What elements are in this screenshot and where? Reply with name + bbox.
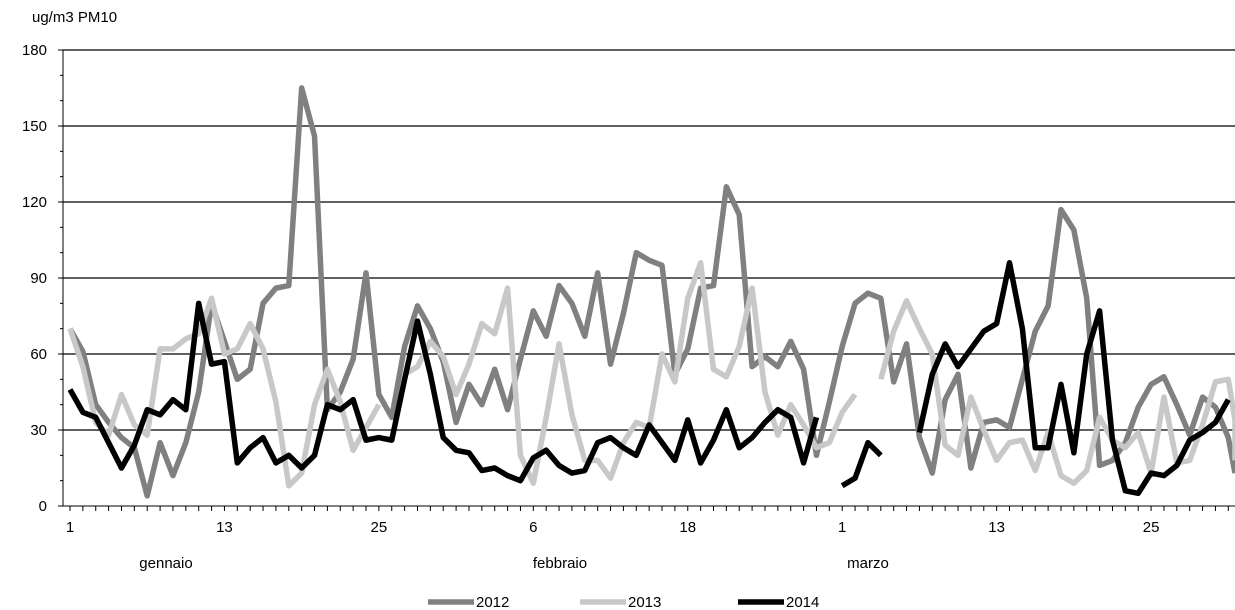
x-tick-label: 1 [838,519,846,536]
legend: 2012 2013 2014 [428,594,819,610]
y-tick-label: 0 [39,498,47,515]
month-label: febbraio [533,555,587,572]
y-axis: 0 30 60 90 120 150 180 [22,42,64,515]
y-tick-label: 120 [22,194,47,211]
legend-label-2012: 2012 [476,594,509,610]
legend-label-2014: 2014 [786,594,819,610]
x-tick-label: 25 [371,519,388,536]
x-tick-label: 6 [529,519,537,536]
y-tick-label: 90 [30,270,47,287]
series-line-2013 [67,260,1235,489]
series-line-2012 [67,85,1235,499]
month-label: gennaio [139,555,192,572]
y-tick-label: 30 [30,422,47,439]
x-axis: 1 13 25 6 18 1 13 25 gennaio febbraio marzo [63,505,1235,572]
gridlines [63,49,1235,431]
x-tick-label: 18 [679,519,696,536]
series-lines [67,85,1235,499]
y-tick-label: 180 [22,42,47,59]
x-tick-label: 25 [1143,519,1160,536]
x-tick-label: 1 [66,519,74,536]
y-tick-label: 60 [30,346,47,363]
y-axis-label: ug/m3 PM10 [32,9,117,26]
x-tick-label: 13 [216,519,233,536]
series-line-2014 [67,260,1231,497]
month-label: marzo [847,555,889,572]
x-tick-label: 13 [988,519,1005,536]
legend-label-2013: 2013 [628,594,661,610]
y-tick-label: 150 [22,118,47,135]
